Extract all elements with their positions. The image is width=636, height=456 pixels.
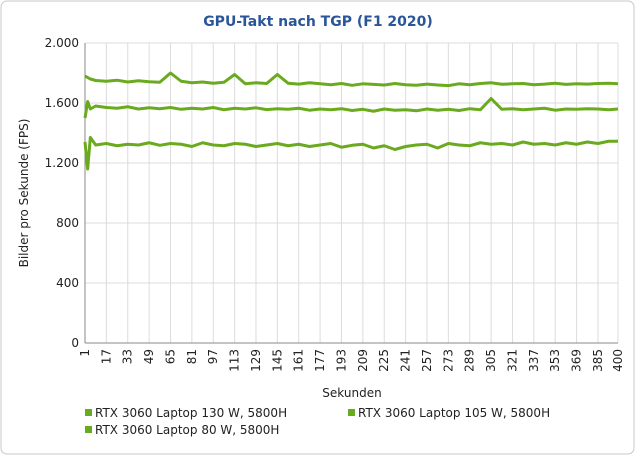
y-tick-label: 1.600 xyxy=(45,96,79,110)
x-tick-label: 49 xyxy=(142,349,156,364)
x-tick-label: 177 xyxy=(313,349,327,372)
y-tick-label: 800 xyxy=(56,216,79,230)
x-tick-label: 305 xyxy=(484,349,498,372)
x-tick-label: 113 xyxy=(228,349,242,372)
x-tick-label: 209 xyxy=(356,349,370,372)
x-tick-label: 385 xyxy=(591,349,605,372)
legend-swatch xyxy=(85,409,92,416)
x-tick-label: 193 xyxy=(334,349,348,372)
x-tick-label: 400 xyxy=(611,349,625,372)
series-line xyxy=(83,136,618,171)
x-tick-label: 1 xyxy=(78,349,92,357)
x-tick-label: 257 xyxy=(420,349,434,372)
x-tick-label: 321 xyxy=(505,349,519,372)
y-axis-label: Bilder pro Sekunde (FPS) xyxy=(17,119,31,268)
chart-title: GPU-Takt nach TGP (F1 2020) xyxy=(203,14,433,30)
legend-label: RTX 3060 Laptop 105 W, 5800H xyxy=(358,406,550,420)
y-tick-label: 2.000 xyxy=(45,36,79,50)
x-axis-label: Sekunden xyxy=(322,386,381,400)
x-tick-label: 81 xyxy=(185,349,199,364)
y-tick-label: 0 xyxy=(71,336,79,350)
x-tick-label: 241 xyxy=(399,349,413,372)
x-tick-label: 145 xyxy=(270,349,284,372)
x-tick-label: 273 xyxy=(441,349,455,372)
x-tick-label: 97 xyxy=(206,349,220,364)
y-tick-label: 1.200 xyxy=(45,156,79,170)
legend-swatch xyxy=(85,426,92,433)
y-tick-label: 400 xyxy=(56,276,79,290)
legend-label: RTX 3060 Laptop 80 W, 5800H xyxy=(95,423,279,437)
x-tick-label: 65 xyxy=(163,349,177,364)
legend-swatch xyxy=(348,409,355,416)
x-tick-label: 33 xyxy=(121,349,135,364)
x-tick-label: 161 xyxy=(292,349,306,372)
x-tick-label: 129 xyxy=(249,349,263,372)
series-line xyxy=(84,71,619,88)
x-tick-label: 17 xyxy=(99,349,113,364)
series-line xyxy=(83,97,619,119)
x-tick-label: 337 xyxy=(527,349,541,372)
x-tick-label: 353 xyxy=(548,349,562,372)
x-tick-label: 289 xyxy=(463,349,477,372)
x-tick-label: 225 xyxy=(377,349,391,372)
x-tick-label: 369 xyxy=(570,349,584,372)
legend-label: RTX 3060 Laptop 130 W, 5800H xyxy=(95,406,287,420)
